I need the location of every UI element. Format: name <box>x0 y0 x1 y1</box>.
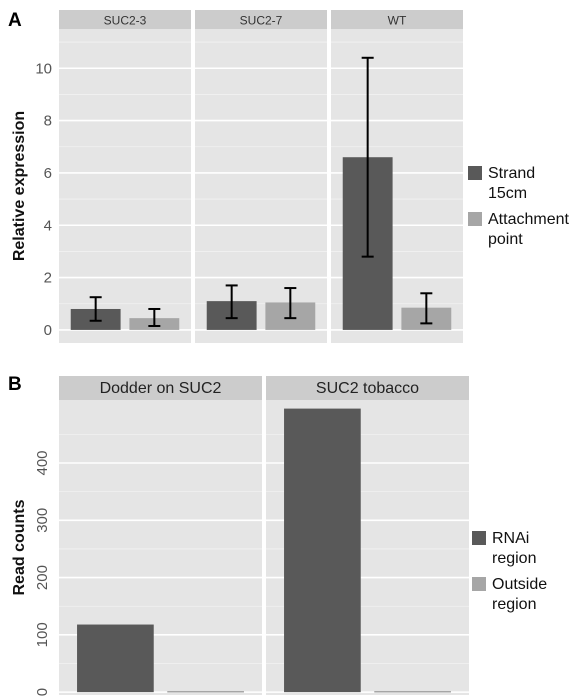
y-tick-label: 6 <box>44 165 52 182</box>
facet-strip <box>59 10 191 29</box>
facet-label: SUC2-3 <box>104 14 147 28</box>
error-bar <box>420 292 433 325</box>
panel-label: B <box>8 374 22 395</box>
facet-label: SUC2-7 <box>240 14 283 28</box>
y-tick-label: 8 <box>44 113 52 130</box>
y-tick-label: 2 <box>44 270 52 287</box>
bar <box>374 690 451 693</box>
bar <box>167 690 244 693</box>
facet-label: SUC2 tobacco <box>316 380 419 397</box>
error-bar <box>225 284 238 320</box>
y-tick-label: 0 <box>44 322 52 339</box>
facet-strip <box>59 376 262 400</box>
panel-b-chart: B Read counts Dodder on SUC2 SUC2 tobacco 0 1… <box>8 374 547 696</box>
facet-strip <box>266 376 469 400</box>
legend-swatch <box>468 166 482 180</box>
facet-label: WT <box>388 14 407 28</box>
legend-label: RNAi <box>492 530 529 547</box>
y-tick-label: 0 <box>34 688 51 696</box>
legend-swatch <box>472 531 486 545</box>
facet-label: Dodder on SUC2 <box>100 380 222 397</box>
legend-label: 15cm <box>488 185 527 202</box>
y-axis-label: Relative expression <box>11 111 28 261</box>
facet-panel <box>195 29 327 343</box>
legend-label: Outside <box>492 576 547 593</box>
error-bar <box>89 296 102 322</box>
y-tick-label: 400 <box>34 450 51 475</box>
error-bar <box>148 307 161 327</box>
y-tick-label: 100 <box>34 622 51 647</box>
error-bar <box>361 56 374 258</box>
bar <box>284 408 361 693</box>
y-tick-label: 4 <box>44 217 52 234</box>
y-axis-label: Read counts <box>11 499 28 595</box>
y-tick-label: 10 <box>35 60 52 77</box>
facet-strip <box>195 10 327 29</box>
bar <box>77 624 154 693</box>
legend-label: region <box>492 596 536 613</box>
facet-strip <box>331 10 463 29</box>
panel-label: A <box>8 10 22 31</box>
error-bar <box>284 287 297 320</box>
y-tick-label: 300 <box>34 508 51 533</box>
legend-label: Attachment <box>488 211 569 228</box>
legend-label: region <box>492 550 536 567</box>
y-tick-label: 200 <box>34 565 51 590</box>
legend-label: Strand <box>488 165 535 182</box>
panel-a-chart: A Relative expression SUC2-3 SUC2-7 WT 0 2 4 6 8 1… <box>8 10 569 343</box>
legend-swatch <box>472 577 486 591</box>
legend-swatch <box>468 212 482 226</box>
legend-label: point <box>488 231 523 248</box>
facet-panel <box>59 29 191 343</box>
